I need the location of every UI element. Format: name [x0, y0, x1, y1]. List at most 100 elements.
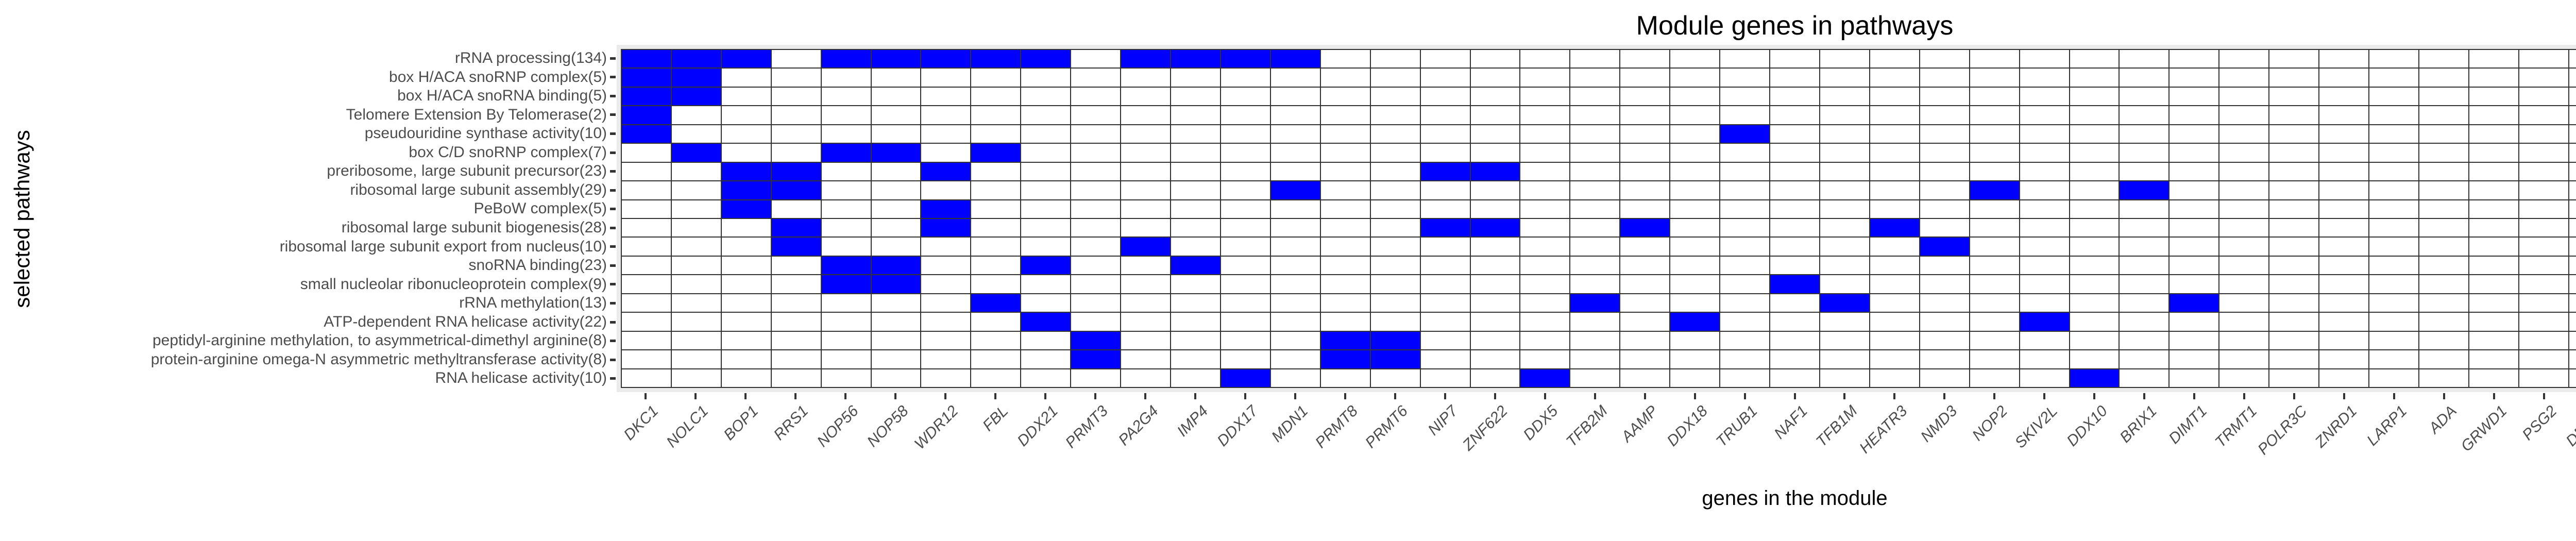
heatmap-cell — [1920, 275, 1969, 293]
x-axis-label: NAF1 — [1771, 402, 1811, 443]
heatmap-cell — [671, 181, 721, 199]
heatmap-cell — [721, 125, 771, 143]
heatmap-cell — [1820, 275, 1869, 293]
y-tick — [610, 264, 616, 267]
heatmap-cell — [671, 369, 721, 387]
heatmap-cell — [1221, 331, 1270, 350]
heatmap-cell — [871, 181, 921, 199]
x-tick — [1194, 393, 1196, 399]
heatmap-cell — [1970, 125, 2019, 143]
heatmap-cell — [821, 275, 871, 293]
heatmap-cell — [1071, 331, 1121, 350]
heatmap-cell — [1870, 313, 1919, 331]
heatmap-cell — [2469, 106, 2518, 124]
heatmap-cell — [771, 125, 821, 143]
heatmap-cell — [1670, 125, 1720, 143]
heatmap-cell — [2020, 275, 2069, 293]
heatmap-cell — [1071, 144, 1121, 162]
heatmap-cell — [1520, 369, 1570, 387]
heatmap-cell — [1420, 181, 1470, 199]
heatmap-cell — [1970, 331, 2019, 350]
heatmap-cell — [771, 294, 821, 312]
heatmap-cell — [622, 181, 671, 199]
heatmap-cell — [1370, 144, 1420, 162]
heatmap-cell — [1970, 50, 2019, 68]
x-axis-label: PA2G4 — [1115, 402, 1162, 449]
heatmap-cell — [771, 238, 821, 256]
heatmap-cell — [771, 313, 821, 331]
heatmap-cell — [971, 313, 1021, 331]
heatmap-cell — [2469, 181, 2518, 199]
heatmap-cell — [1520, 200, 1570, 218]
heatmap-cell — [1870, 69, 1919, 87]
heatmap-cell — [1370, 294, 1420, 312]
heatmap-cell — [971, 218, 1021, 237]
heatmap-cell — [622, 275, 671, 293]
heatmap-cell — [2269, 50, 2319, 68]
heatmap-cell — [2219, 162, 2269, 181]
heatmap-cell — [2219, 294, 2269, 312]
heatmap-cell — [1570, 369, 1620, 387]
heatmap-cell — [1121, 369, 1171, 387]
x-axis-label: NMD3 — [1918, 402, 1961, 446]
y-axis-label: peptidyl-arginine methylation, to asymme… — [152, 332, 607, 349]
heatmap-cell — [1171, 275, 1220, 293]
heatmap-cell — [1021, 275, 1071, 293]
heatmap-cell — [2120, 50, 2169, 68]
heatmap-cell — [671, 162, 721, 181]
heatmap-cell — [622, 87, 671, 106]
heatmap-cell — [2569, 256, 2576, 275]
heatmap-cell — [1021, 162, 1071, 181]
y-axis-label: RNA helicase activity(10) — [435, 369, 607, 387]
heatmap-cell — [2469, 313, 2518, 331]
heatmap-cell — [671, 218, 721, 237]
heatmap-cell — [1720, 369, 1770, 387]
heatmap-cell — [2319, 87, 2369, 106]
heatmap-cell — [2319, 256, 2369, 275]
heatmap-cell — [2469, 256, 2518, 275]
heatmap-cell — [2469, 294, 2518, 312]
heatmap-cell — [2269, 238, 2319, 256]
y-axis-label: ribosomal large subunit assembly(29) — [350, 181, 607, 198]
heatmap-cell — [671, 106, 721, 124]
heatmap-cell — [2369, 125, 2418, 143]
heatmap-cell — [1021, 256, 1071, 275]
heatmap-cell — [2170, 200, 2219, 218]
heatmap-cell — [2070, 350, 2119, 368]
heatmap-cell — [2469, 50, 2518, 68]
heatmap-cell — [1320, 87, 1370, 106]
heatmap-cell — [1920, 200, 1969, 218]
y-axis-label: ribosomal large subunit export from nucl… — [279, 238, 607, 255]
heatmap-cell — [1121, 256, 1171, 275]
heatmap-cell — [2369, 369, 2418, 387]
y-tick — [610, 283, 616, 286]
y-axis-label: box C/D snoRNP complex(7) — [409, 143, 607, 161]
heatmap-cell — [1320, 50, 1370, 68]
heatmap-cell — [971, 69, 1021, 87]
heatmap-cell — [971, 238, 1021, 256]
heatmap-cell — [821, 350, 871, 368]
heatmap-cell — [2419, 350, 2468, 368]
heatmap-cell — [2020, 144, 2069, 162]
heatmap-cell — [1920, 125, 1969, 143]
heatmap-cell — [1520, 50, 1570, 68]
heatmap-cell — [971, 106, 1021, 124]
heatmap-cell — [1221, 313, 1270, 331]
heatmap-cell — [1670, 256, 1720, 275]
heatmap-cell — [2569, 350, 2576, 368]
heatmap-cell — [1820, 218, 1869, 237]
heatmap-cell — [1870, 181, 1919, 199]
x-axis-label: DDX21 — [1014, 402, 1062, 450]
heatmap-cell — [821, 181, 871, 199]
heatmap-cell — [2219, 275, 2269, 293]
heatmap-cell — [1770, 313, 1819, 331]
heatmap-cell — [622, 144, 671, 162]
heatmap-cell — [1370, 200, 1420, 218]
heatmap-cell — [921, 350, 971, 368]
heatmap-cell — [1171, 238, 1220, 256]
heatmap-cell — [921, 238, 971, 256]
heatmap-cell — [821, 125, 871, 143]
x-axis-label: IMP4 — [1174, 402, 1212, 440]
heatmap-cell — [1420, 50, 1470, 68]
heatmap-cell — [2519, 144, 2568, 162]
